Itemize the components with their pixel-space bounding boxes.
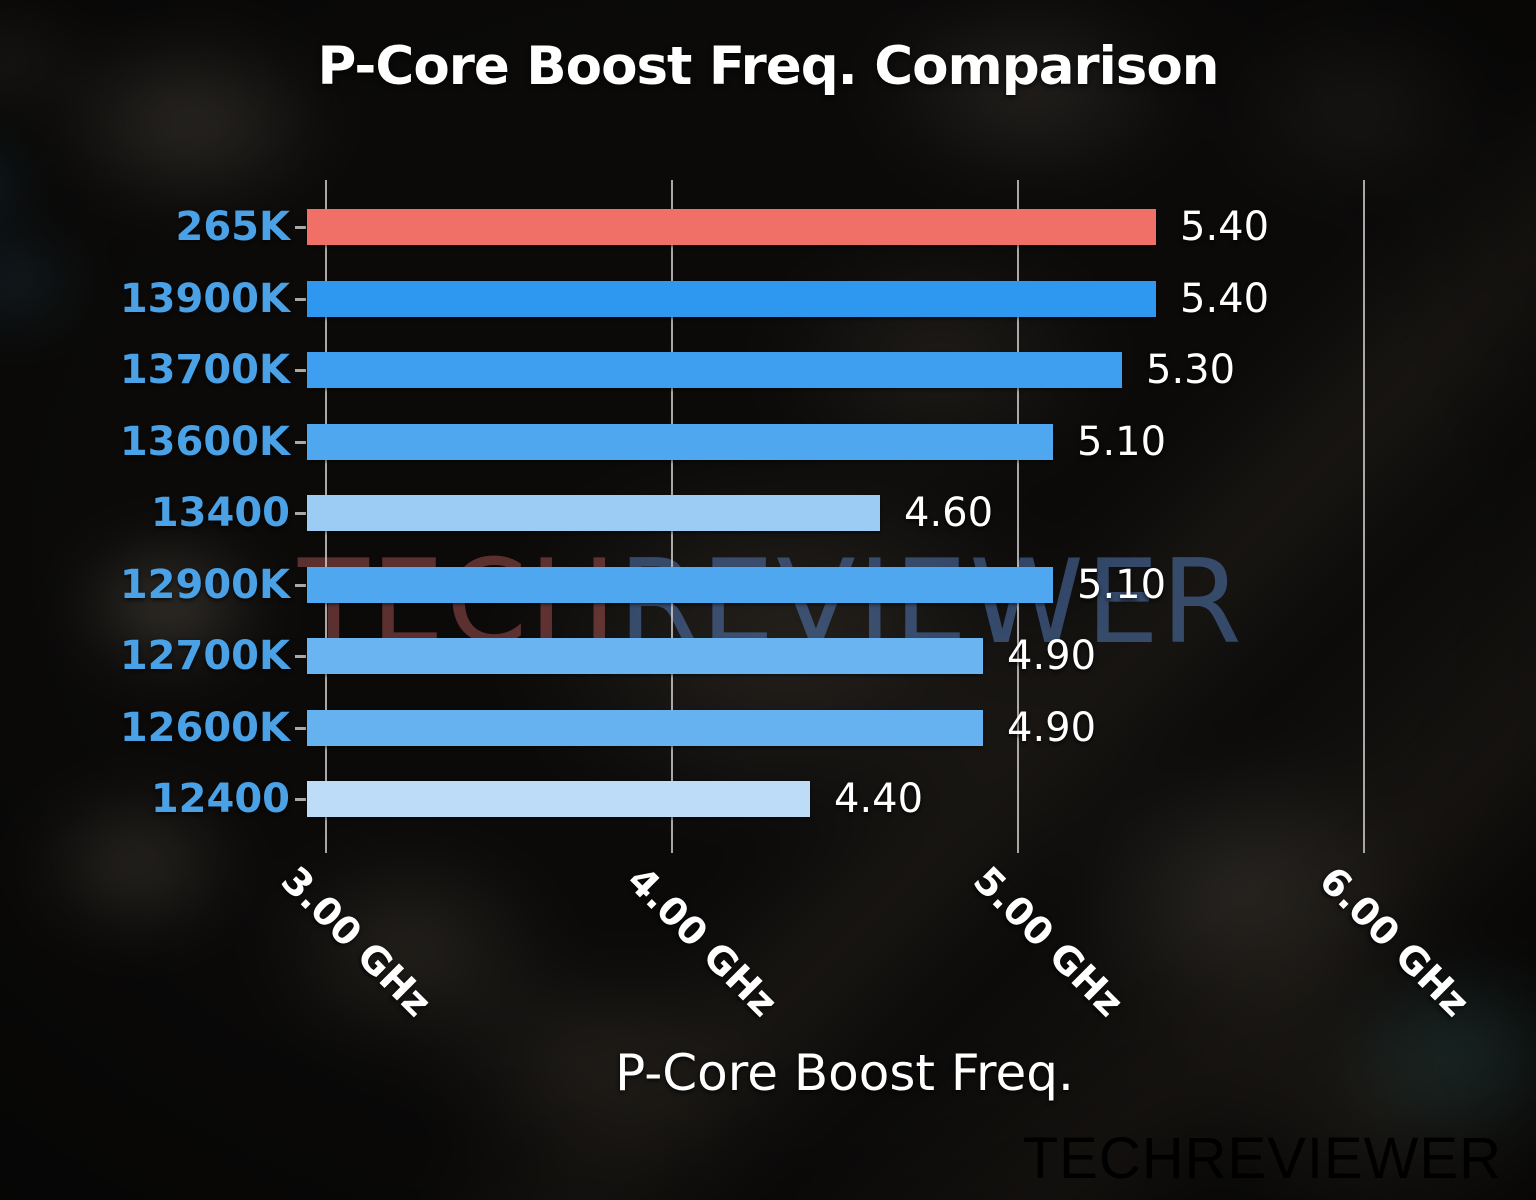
bar: [307, 423, 1053, 460]
y-axis-tick: [295, 798, 306, 801]
category-label: 12600K: [119, 704, 290, 751]
y-axis-tick: [295, 726, 306, 730]
category-label: 13700K: [119, 347, 290, 393]
category-label: 13900K: [119, 275, 290, 322]
bar: [307, 352, 1122, 388]
gridline: [1363, 180, 1365, 840]
value-label: 5.40: [1180, 275, 1270, 322]
category-label: 265K: [175, 204, 291, 250]
logo-reviewer: REVIEWER: [1184, 1126, 1502, 1191]
value-label: 4.90: [1007, 704, 1097, 751]
brand-logo: TECHREVIEWER: [1023, 1130, 1502, 1188]
value-label: 5.40: [1180, 204, 1270, 250]
bar: [307, 781, 810, 817]
x-axis-tick: [1017, 840, 1019, 853]
y-axis-tick: [295, 512, 306, 515]
gridline: [1017, 180, 1019, 840]
value-label: 4.90: [1007, 633, 1097, 679]
bar: [307, 209, 1156, 245]
category-label: 12700K: [119, 633, 290, 679]
logo-tech: TECH: [1022, 1126, 1185, 1191]
y-axis-tick: [295, 297, 306, 301]
y-axis-tick: [295, 440, 306, 444]
category-label: 12400: [150, 776, 290, 822]
category-label: 13600K: [119, 418, 290, 465]
y-axis-tick: [295, 226, 306, 229]
value-label: 5.10: [1077, 561, 1167, 608]
bar: [307, 566, 1053, 603]
value-label: 4.40: [834, 776, 924, 822]
value-label: 4.60: [904, 490, 994, 536]
bar: [307, 280, 1156, 317]
bar: [307, 495, 880, 531]
y-axis-tick: [295, 369, 306, 372]
chart-title: P-Core Boost Freq. Comparison: [317, 36, 1220, 97]
bar: [307, 709, 983, 746]
x-axis-label: P-Core Boost Freq.: [615, 1044, 1074, 1102]
y-axis-tick: [295, 655, 306, 658]
y-axis-tick: [295, 583, 306, 587]
bar: [307, 638, 983, 674]
value-label: 5.10: [1077, 418, 1167, 465]
x-axis-tick: [1363, 840, 1365, 853]
value-label: 5.30: [1146, 347, 1236, 393]
x-axis-tick: [325, 840, 327, 853]
category-label: 13400: [150, 490, 290, 536]
category-label: 12900K: [119, 561, 290, 608]
x-axis-tick: [671, 840, 673, 853]
